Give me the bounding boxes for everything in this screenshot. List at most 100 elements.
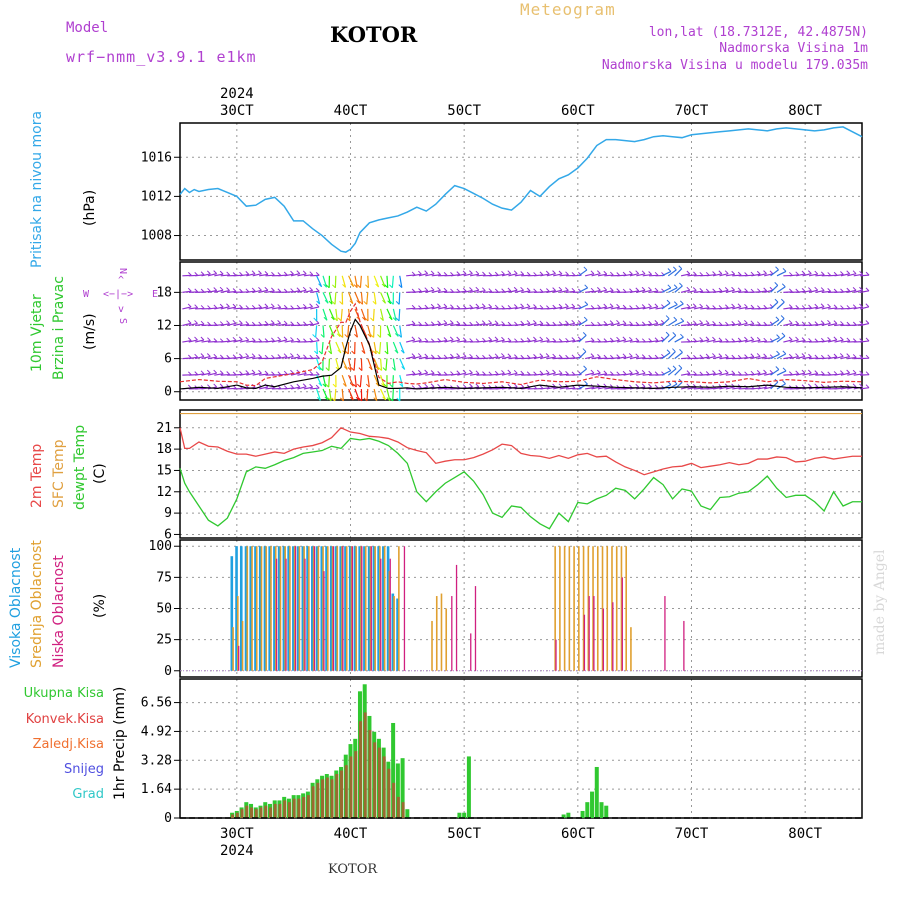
wind-dir-s: S bbox=[117, 318, 128, 324]
wind-barb bbox=[220, 290, 230, 293]
wind-barb bbox=[757, 356, 767, 360]
wind-barb bbox=[591, 356, 601, 360]
wind-barb-flag bbox=[603, 321, 608, 325]
wind-barb-flag bbox=[494, 370, 499, 375]
wind-barb-flag bbox=[672, 365, 677, 370]
high-cloud-bar bbox=[268, 546, 271, 671]
wind-barb bbox=[482, 290, 492, 293]
wind-barb bbox=[815, 306, 825, 310]
wind-barb-flag bbox=[283, 271, 288, 276]
wind-barb bbox=[680, 306, 691, 310]
wind-barb-flag bbox=[520, 320, 525, 325]
wind-barb bbox=[783, 356, 793, 360]
wind-barb bbox=[623, 339, 633, 343]
wind-barb bbox=[470, 323, 480, 327]
wind-dir-n: N bbox=[117, 268, 128, 274]
wind-barb-flag bbox=[865, 384, 870, 389]
wind-barb bbox=[284, 387, 294, 390]
wind-barb bbox=[278, 339, 288, 343]
wind-barb-flag bbox=[558, 303, 563, 308]
wind-barb-flag bbox=[245, 305, 250, 309]
wind-barb bbox=[610, 339, 620, 343]
wind-barb-flag bbox=[654, 354, 659, 359]
wind-barb bbox=[585, 273, 595, 277]
wind-barb-flag bbox=[355, 396, 360, 401]
high-cloud-bar bbox=[377, 546, 380, 671]
wind-barb bbox=[533, 356, 543, 360]
wind-barb bbox=[834, 273, 844, 277]
wind-barb bbox=[553, 372, 563, 376]
wind-barb-flag bbox=[782, 380, 786, 385]
wind-barb bbox=[764, 289, 774, 293]
wind-barb-flag bbox=[462, 287, 467, 292]
wind-barb-flag bbox=[194, 320, 198, 324]
wind-barb-flag bbox=[437, 371, 442, 375]
wind-barb bbox=[661, 302, 671, 310]
mid-cloud-bar bbox=[364, 546, 367, 671]
total-precip-bar bbox=[457, 812, 462, 818]
wind-barb-flag bbox=[814, 338, 819, 343]
page-title: KOTOR bbox=[330, 22, 418, 47]
dewpoint-line bbox=[179, 437, 862, 530]
wind-barb-flag bbox=[552, 353, 557, 358]
wind-barb bbox=[482, 339, 492, 343]
wind-barb-flag bbox=[264, 370, 269, 375]
wind-barb-flag bbox=[641, 321, 646, 326]
wind-barb-flag bbox=[462, 305, 467, 309]
wind-barb bbox=[508, 357, 518, 360]
wind-barb-flag bbox=[737, 303, 742, 308]
wind-barb bbox=[367, 358, 373, 371]
wind-barb bbox=[693, 322, 703, 327]
wind-barb bbox=[514, 273, 524, 277]
wind-barb bbox=[834, 339, 844, 343]
low-cloud-bar bbox=[593, 596, 595, 671]
wind-barb bbox=[303, 323, 313, 327]
wind-barb bbox=[425, 273, 435, 277]
wind-barb bbox=[636, 372, 646, 376]
wind-barb bbox=[776, 270, 787, 277]
wind-barb-flag bbox=[665, 331, 670, 336]
wind-barb-flag bbox=[699, 303, 704, 308]
wind-barb bbox=[725, 323, 735, 327]
wind-barb-flag bbox=[462, 384, 467, 388]
high-cloud-bar bbox=[287, 546, 290, 671]
wind-barb-flag bbox=[200, 353, 205, 357]
wind-barb-flag bbox=[641, 369, 646, 374]
wind-barb-flag bbox=[513, 383, 518, 388]
top-day-label: 70CT bbox=[675, 103, 709, 119]
wind-barb-flag bbox=[577, 336, 582, 341]
wind-barb-flag bbox=[654, 287, 659, 292]
wind-barb-flag bbox=[389, 301, 394, 305]
wind-barb-flag bbox=[290, 337, 294, 341]
low-cloud-bar bbox=[332, 546, 335, 671]
wind-barb bbox=[712, 372, 722, 376]
wind-barb-flag bbox=[577, 320, 582, 324]
wind-barb bbox=[392, 358, 396, 371]
high-cloud-bar bbox=[239, 546, 243, 671]
wind-barb-flag bbox=[757, 288, 761, 293]
wind-barb bbox=[674, 320, 685, 327]
high-cloud-bar bbox=[258, 546, 262, 671]
wind-barb-flag bbox=[628, 353, 633, 357]
wind-barb-flag bbox=[840, 305, 844, 309]
wind-barb bbox=[738, 306, 748, 310]
wind-barb bbox=[847, 356, 857, 360]
wind-barb-flag bbox=[411, 385, 416, 389]
wind-barb-flag bbox=[801, 288, 806, 292]
wind-barb-flag bbox=[590, 337, 595, 342]
wind-barb-flag bbox=[377, 334, 381, 338]
mid-cloud-bar bbox=[255, 546, 258, 671]
wind-barb-flag bbox=[795, 305, 800, 309]
wind-barb bbox=[642, 289, 652, 293]
wind-barb-flag bbox=[219, 370, 224, 375]
wind-barb bbox=[674, 381, 683, 390]
convective-precip-bar bbox=[330, 779, 334, 818]
temp-tick-label: 15 bbox=[156, 463, 172, 478]
temp-tick-label: 9 bbox=[164, 506, 172, 521]
wind-barb bbox=[322, 275, 328, 288]
wind-barb-flag bbox=[475, 383, 480, 388]
convective-precip-bar bbox=[297, 798, 301, 818]
wind-barb-flag bbox=[187, 303, 192, 308]
wind-barb bbox=[725, 289, 735, 293]
wind-barb bbox=[297, 273, 307, 277]
